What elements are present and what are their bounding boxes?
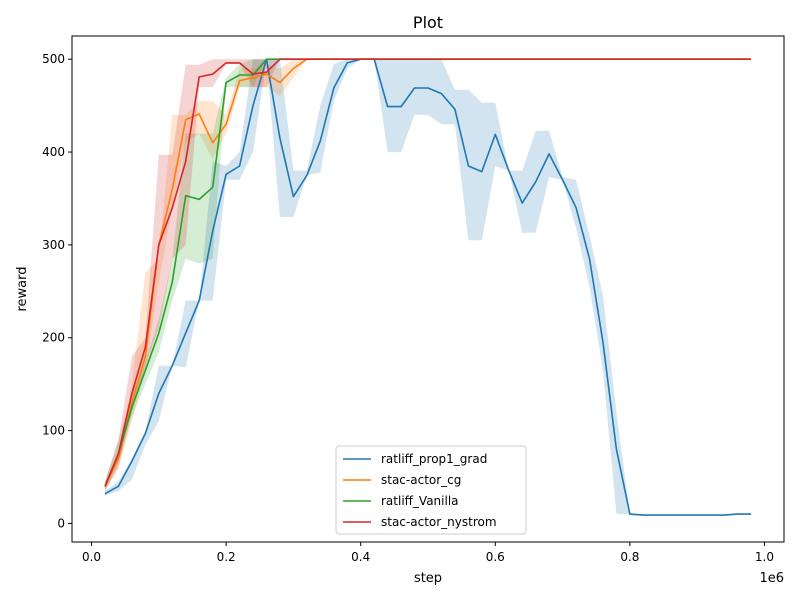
legend-label-stac-actor-nystrom: stac-actor_nystrom: [381, 515, 497, 529]
chart-title: Plot: [413, 13, 443, 32]
line-ratliff-prop1-grad: [104, 58, 751, 516]
y-tick-label: 200: [42, 331, 65, 345]
x-axis-ticks: 0.0 0.2 0.4 0.6 0.8 1.0: [82, 542, 774, 564]
legend-frame: [335, 445, 527, 535]
x-tick-label: 0.8: [620, 550, 639, 564]
line-stac-actor-nystrom: [104, 58, 751, 487]
legend-label-ratliff-prop1-grad: ratliff_prop1_grad: [381, 452, 487, 466]
series-lines: [104, 58, 751, 516]
y-tick-label: 400: [42, 145, 65, 159]
legend-label-stac-actor-cg: stac-actor_cg: [381, 473, 461, 487]
x-tick-label: 0.6: [486, 550, 505, 564]
legend: ratliff_prop1_grad stac-actor_cg ratliff_V…: [335, 445, 527, 535]
axes-frame: [71, 35, 785, 543]
y-axis-label: reward: [15, 266, 30, 311]
x-axis-label: step: [414, 571, 442, 586]
y-axis-ticks: 0 100 200 300 400 500: [42, 52, 72, 530]
x-tick-label: 1.0: [755, 550, 774, 564]
legend-label-ratliff-vanilla: ratliff_Vanilla: [381, 494, 459, 508]
y-tick-label: 500: [42, 52, 65, 66]
y-tick-label: 0: [57, 516, 65, 530]
y-tick-label: 300: [42, 238, 65, 252]
x-tick-label: 0.4: [351, 550, 370, 564]
x-axis-offset-label: 1e6: [759, 571, 784, 586]
y-tick-label: 100: [42, 424, 65, 438]
x-tick-label: 0.2: [217, 550, 236, 564]
x-tick-label: 0.0: [82, 550, 101, 564]
